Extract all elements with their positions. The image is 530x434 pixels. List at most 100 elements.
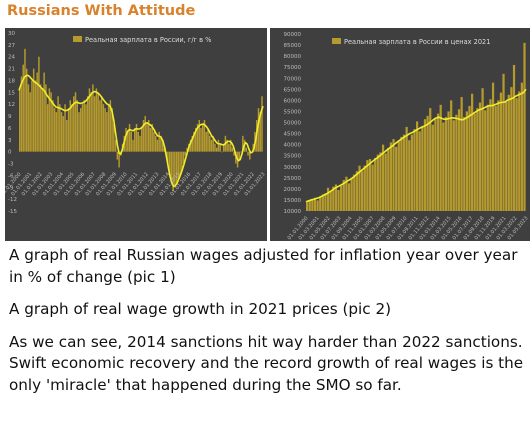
chart-1-bar-32 [74, 92, 77, 152]
chart-1-bar-113 [215, 147, 218, 152]
chart-1-bar-68 [137, 131, 139, 152]
chart-2-bar-11 [334, 184, 338, 211]
chart-1-bar-43 [93, 96, 96, 152]
chart-2-ytick-4: 70000 [284, 76, 302, 82]
chart-1-bar-123 [233, 151, 235, 156]
chart-1-bar-106 [203, 120, 206, 152]
chart-1-bar-9 [34, 80, 37, 152]
chart-2-bar-47 [429, 108, 432, 211]
chart-1-bar-100 [193, 131, 195, 152]
chart-1-bar-65 [132, 139, 134, 152]
chart-2-bar-20 [358, 165, 361, 211]
chart-2-ytick-3: 75000 [284, 65, 302, 71]
chart-2-bar-81 [518, 91, 521, 211]
chart-2-bar-34 [395, 146, 398, 211]
chart-2-bar-55 [450, 100, 453, 212]
chart-1-bar-121 [229, 139, 232, 152]
chart-2-bar-38 [405, 126, 408, 211]
chart-2-bar-71 [491, 82, 495, 212]
chart-1-bar-40 [88, 88, 91, 152]
chart-1-bar-46 [99, 100, 101, 152]
chart-1-bar-99 [191, 135, 194, 152]
chart-2-bar-12 [337, 189, 340, 211]
chart-2-bar-22 [363, 165, 366, 211]
chart-2-bar-50 [436, 113, 440, 211]
chart-1-bar-119 [226, 139, 228, 152]
chart-1-bar-70 [141, 127, 143, 152]
chart-2-bar-35 [397, 141, 400, 211]
chart-1-bar-53 [111, 108, 113, 152]
chart-1-bar-91 [177, 151, 180, 180]
chart-1-bar-7 [31, 80, 33, 152]
chart-2-bar-10 [332, 186, 335, 211]
chart-1-bar-13 [41, 88, 44, 152]
chart-2-bar-59 [460, 97, 463, 211]
chart-1-bar-128 [242, 135, 244, 152]
chart-2-ytick-8: 50000 [284, 121, 302, 127]
chart-1-bar-74 [147, 120, 150, 152]
chart-2-bar-32 [389, 142, 393, 211]
chart-2-bar-76 [505, 101, 508, 211]
chart-1-bar-108 [207, 127, 209, 152]
chart-1-bar-33 [76, 100, 78, 152]
chart-1-bar-52 [109, 100, 112, 152]
chart-2-bar-26 [374, 157, 377, 211]
chart-1-bar-17 [48, 88, 51, 152]
chart-1-bar-49 [104, 108, 106, 152]
chart-1-bar-24 [60, 112, 63, 152]
chart-2-bar-2 [311, 198, 314, 211]
chart-1-bar-107 [205, 131, 207, 152]
chart-1-bar-79 [156, 139, 159, 152]
chart-1-line-series [18, 74, 264, 188]
chart-1-bar-109 [208, 135, 211, 152]
chart-2-bar-77 [507, 94, 510, 211]
chart-2-bar-5 [319, 196, 322, 211]
chart-1-bar-71 [142, 120, 145, 152]
chart-2-bar-19 [355, 171, 358, 211]
chart-2-bar-60 [463, 116, 466, 211]
chart-2-bar-43 [418, 131, 421, 211]
chart-1-bar-69 [139, 135, 141, 152]
chart-1-bar-72 [144, 116, 146, 152]
chart-1-bar-73 [146, 123, 148, 152]
chart-1-bar-75 [149, 127, 152, 152]
chart-1-bar-8 [32, 68, 35, 152]
chart-2-ytick-15: 15000 [284, 198, 302, 204]
chart-2-bar-52 [442, 122, 445, 211]
chart-2-ytick-12: 30000 [284, 165, 302, 171]
chart-2-bar-29 [381, 144, 385, 212]
post-body: A graph of real Russian wages adjusted f… [9, 245, 527, 407]
chart-1-ytick-5: 15 [8, 90, 15, 96]
chart-1-bar-51 [107, 104, 110, 152]
chart-1-bar-55 [114, 139, 117, 152]
chart-1-ytick-2: 24 [8, 55, 15, 61]
chart-1-bar-139 [261, 96, 263, 152]
chart-1-bar-130 [245, 147, 248, 152]
chart-1-bar-25 [62, 116, 65, 152]
chart-1-bar-31 [73, 96, 75, 152]
chart-1-bar-120 [228, 143, 230, 152]
chart-1-bar-87 [170, 151, 173, 184]
chart-2-bar-48 [431, 124, 434, 211]
chart-1-bar-127 [240, 151, 242, 153]
chart-1-bar-3 [24, 48, 26, 152]
channel-name[interactable]: Russians With Attitude [7, 3, 196, 19]
chart-1-ytick-11: -3 [8, 162, 14, 168]
post-paragraph-3: As we can see, 2014 sanctions hit way ha… [9, 332, 524, 394]
chart-2-bar-18 [353, 174, 356, 211]
chart-1-bar-92 [179, 151, 181, 176]
chart-1-bar-42 [92, 84, 94, 152]
chart-1-bar-117 [222, 143, 225, 152]
chart-1-bar-4 [25, 68, 28, 152]
chart-2-ytick-14: 20000 [284, 187, 302, 193]
chart-2-bar-13 [340, 185, 343, 211]
chart-1-bar-11 [38, 56, 40, 152]
chart-2-ytick-0: 90000 [284, 32, 302, 38]
chart-2-bar-83 [523, 42, 526, 211]
chart-1-bar-27 [66, 120, 68, 152]
chart-1-bar-19 [52, 100, 54, 152]
chart-2-bar-1 [308, 201, 311, 211]
chart-real-wage-2021-prices: Реальная зарплата в России в ценах 2021 9… [270, 28, 530, 241]
chart-1-bar-37 [83, 100, 85, 152]
chart-2-line-series [305, 88, 527, 203]
